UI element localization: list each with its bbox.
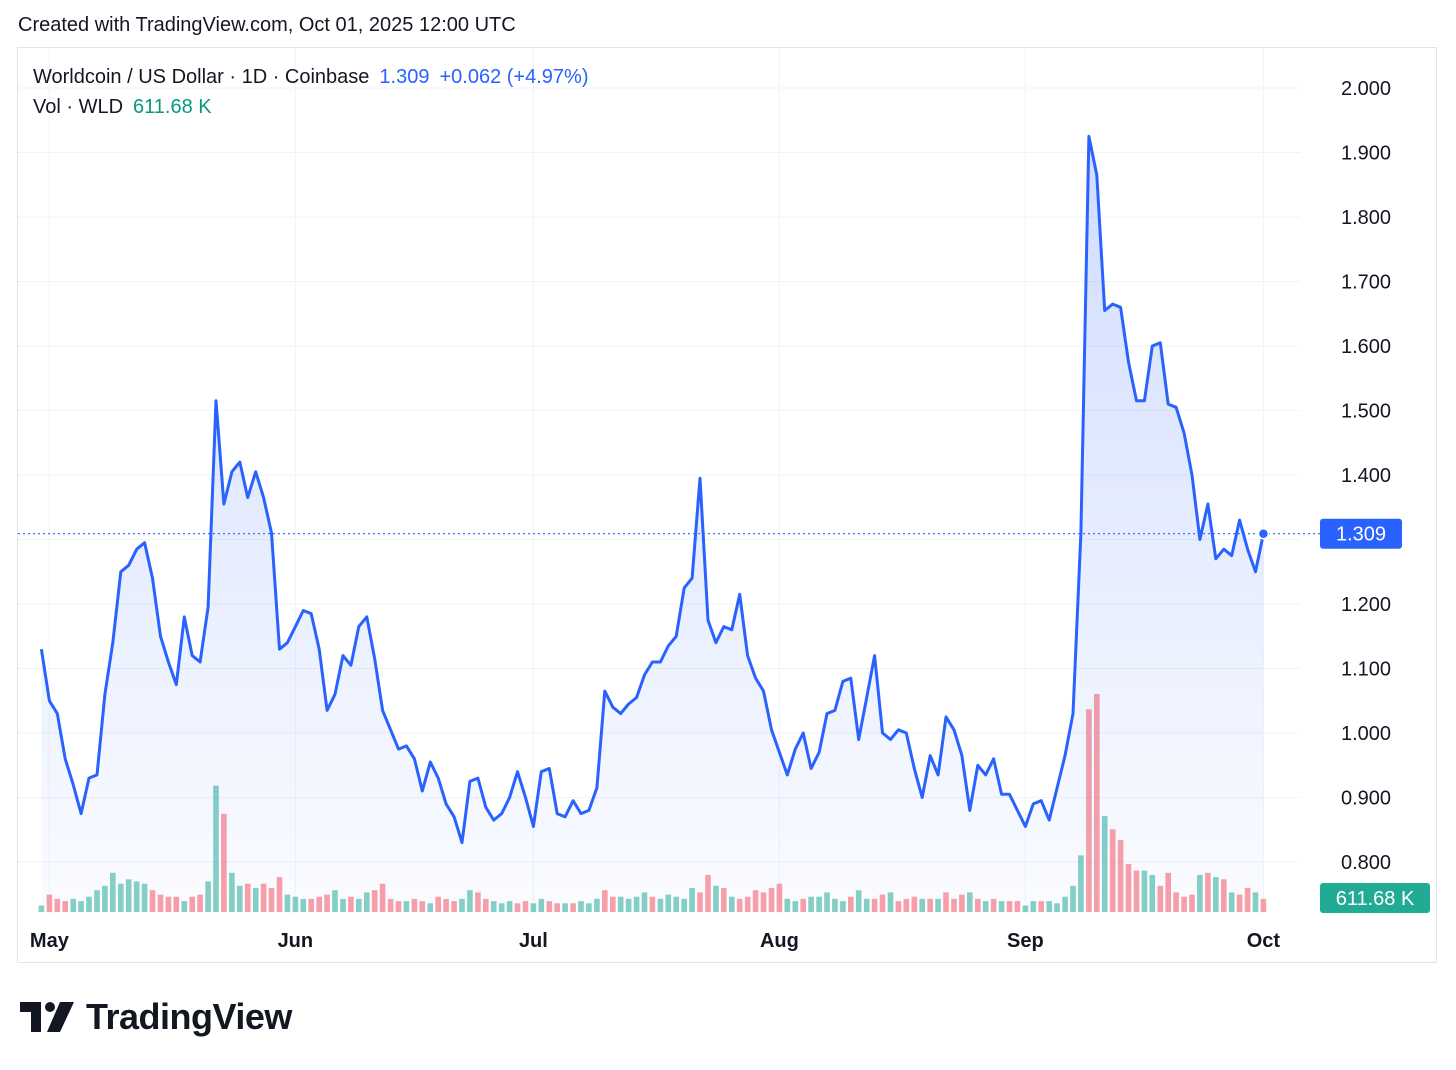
y-tick-label: 1.600 xyxy=(1341,336,1391,358)
y-axis: 2.0001.9001.8001.7001.6001.5001.4001.300… xyxy=(1341,78,1391,874)
y-tick-label: 1.900 xyxy=(1341,143,1391,165)
last-price-tag-label: 1.309 xyxy=(1336,524,1386,546)
price-change-value: +0.062 (+4.97%) xyxy=(439,66,589,88)
legend-price-row: Worldcoin / US Dollar · 1D · Coinbase 1.3… xyxy=(33,62,588,92)
last-price-marker xyxy=(1257,527,1270,540)
volume-label[interactable]: Vol · WLD xyxy=(33,96,124,118)
last-price-tag: 1.309 xyxy=(1320,518,1402,549)
x-axis: May Jun Jul Aug Sep Oct xyxy=(30,930,1281,952)
y-tick-label: 1.800 xyxy=(1341,207,1391,229)
y-tick-label: 1.200 xyxy=(1341,594,1391,616)
x-tick-label: Aug xyxy=(760,930,799,952)
chart-caption: Created with TradingView.com, Oct 01, 20… xyxy=(18,14,516,36)
symbol-title[interactable]: Worldcoin / US Dollar · 1D · Coinbase xyxy=(33,66,370,88)
volume-bar xyxy=(38,905,45,912)
brand-name: TradingView xyxy=(86,996,292,1037)
y-tick-label: 0.900 xyxy=(1341,788,1391,810)
volume-tag: 611.68 K xyxy=(1320,883,1430,913)
legend-volume-row: Vol · WLD 611.68 K xyxy=(33,92,588,122)
x-tick-label: Jun xyxy=(278,930,314,952)
chart-frame xyxy=(17,47,1437,963)
y-tick-label: 1.100 xyxy=(1341,659,1391,681)
y-tick-label: 2.000 xyxy=(1341,78,1391,100)
volume-tag-label: 611.68 K xyxy=(1336,888,1415,910)
price-line[interactable] xyxy=(39,134,1265,845)
y-tick-label: 1.000 xyxy=(1341,723,1391,745)
x-tick-label: May xyxy=(30,930,70,952)
y-tick-label: 1.400 xyxy=(1341,465,1391,487)
x-tick-label: Sep xyxy=(1007,930,1044,952)
y-tick-label: 1.500 xyxy=(1341,401,1391,423)
last-price-value: 1.309 xyxy=(379,66,430,88)
y-tick-label: 1.700 xyxy=(1341,272,1391,294)
y-tick-label: 0.800 xyxy=(1341,852,1391,874)
tradingview-logo-icon xyxy=(20,1002,74,1032)
x-tick-label: Jul xyxy=(519,930,548,952)
x-tick-label: Oct xyxy=(1247,930,1281,952)
tradingview-branding[interactable]: TradingView xyxy=(20,996,292,1038)
volume-value: 611.68 K xyxy=(133,96,212,118)
price-area-fill xyxy=(41,136,1264,913)
chart-legend: Worldcoin / US Dollar · 1D · Coinbase 1.3… xyxy=(33,62,588,122)
